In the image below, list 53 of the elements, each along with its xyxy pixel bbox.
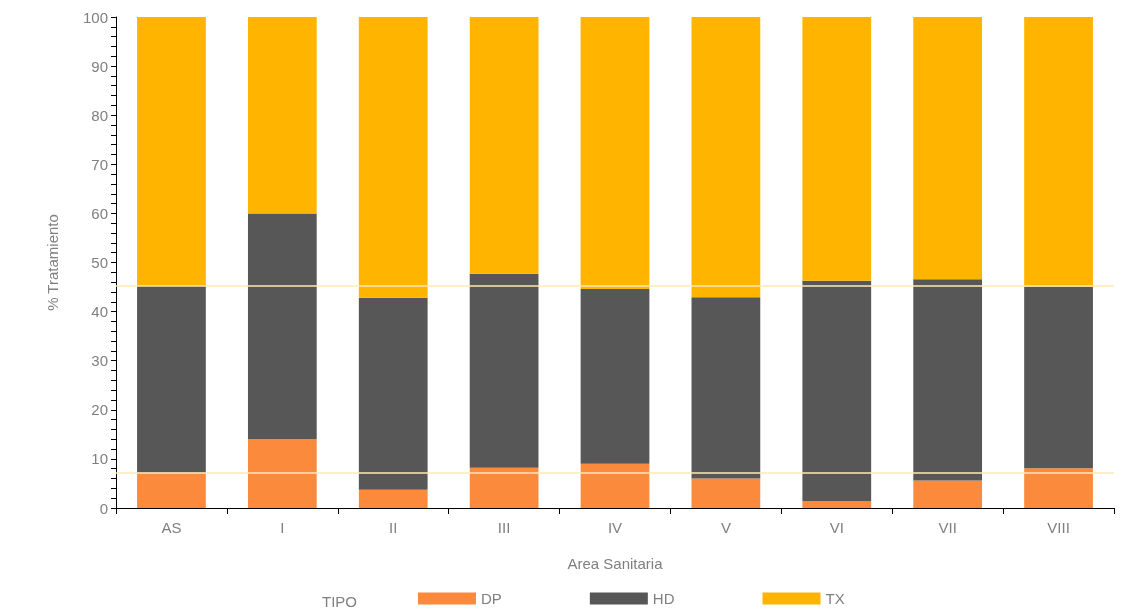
legend-title: TIPO [322, 593, 358, 610]
x-tick-label: VII [938, 519, 957, 536]
bar [137, 286, 206, 473]
bar [580, 463, 650, 508]
bar [247, 17, 317, 214]
bar [137, 17, 206, 287]
bar [913, 279, 983, 481]
bar [358, 17, 428, 298]
y-tick-label: 100 [82, 8, 108, 26]
y-tick-label: 70 [91, 155, 108, 173]
x-tick-label: IV [607, 519, 623, 536]
y-tick-label: 0 [99, 499, 108, 517]
y-tick-label: 30 [91, 352, 108, 370]
x-tick-label: VI [829, 519, 844, 536]
bar [469, 17, 539, 274]
bar [802, 17, 872, 281]
bar [137, 472, 206, 508]
bar [358, 489, 428, 508]
x-tick-label: AS [161, 519, 182, 536]
y-tick-label: 80 [91, 106, 108, 124]
bar [691, 478, 761, 508]
x-tick-label: VIII [1047, 519, 1070, 536]
bar [913, 480, 983, 508]
bar [691, 17, 761, 298]
legend-label: DP [481, 590, 502, 607]
x-tick-label: III [497, 519, 511, 536]
x-axis-title: Area Sanitaria [567, 555, 664, 572]
y-tick-label: 10 [91, 450, 108, 468]
legend-label: HD [652, 590, 675, 607]
x-tick-label: II [389, 519, 398, 536]
legend-label: TX [825, 590, 845, 607]
bar [580, 17, 650, 290]
x-tick-label: V [720, 519, 731, 536]
y-tick-label: 40 [91, 303, 108, 321]
y-tick-label: 50 [91, 254, 108, 271]
bar [1024, 468, 1093, 508]
bar [1024, 286, 1093, 469]
bar [1024, 17, 1093, 287]
bar [469, 467, 539, 508]
bar [469, 273, 539, 468]
y-axis-title: % Tratamiento [44, 214, 61, 311]
bar [580, 289, 650, 464]
bar [247, 439, 317, 508]
bar [802, 501, 872, 508]
y-tick-label: 90 [91, 57, 108, 75]
y-tick-label: 60 [91, 204, 108, 222]
bar [247, 213, 317, 440]
bar [691, 297, 761, 479]
x-tick-label: I [280, 519, 285, 536]
bar [913, 17, 983, 280]
bar [358, 297, 428, 490]
y-tick-label: 20 [91, 401, 108, 419]
bar [802, 280, 872, 502]
